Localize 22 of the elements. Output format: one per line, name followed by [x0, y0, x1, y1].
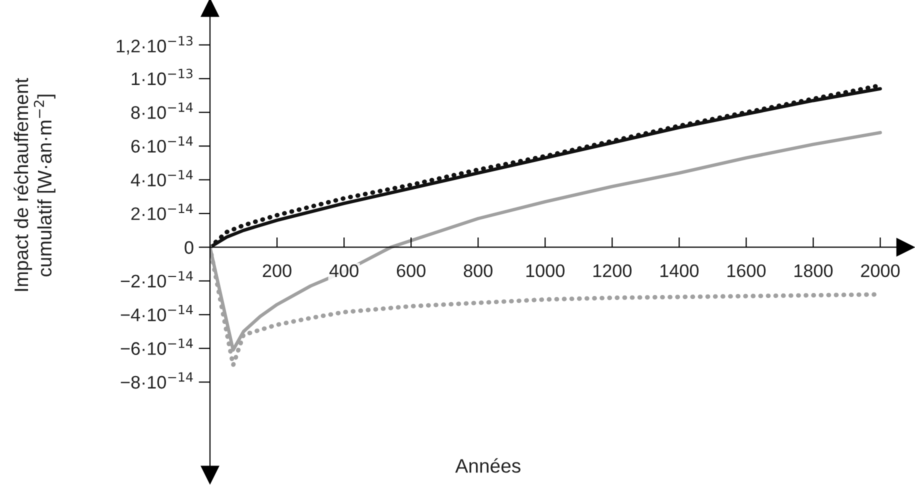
- y-tick-label: 4·10$^{−14}$: [130, 170, 193, 186]
- y-tick-label: 0: [184, 241, 194, 254]
- y-tick-label: 2·10$^{−14}$: [131, 204, 193, 220]
- x-axis-title: Années: [455, 458, 520, 473]
- y-tick-label: 1,2·10$^{−13}$: [116, 36, 193, 55]
- y-tick-label: 6·10$^{−14}$: [131, 136, 193, 153]
- y-tick-label: −2·10$^{−14}$: [120, 271, 193, 288]
- x-tick-label: 1000: [526, 264, 565, 278]
- y-tick-label: −4·10$^{−14}$: [120, 304, 193, 322]
- x-tick-label: 200: [262, 264, 292, 278]
- y-tick-label: 8·10$^{−14}$: [131, 102, 193, 119]
- x-tick-label: 1600: [728, 264, 766, 278]
- y-tick-label: −6·10$^{−14}$: [120, 338, 193, 355]
- x-tick-label: 1800: [794, 264, 833, 278]
- y-axis-title: Impact de réchauffement cumulatif [W·an·m$^{−2}$]: [14, 78, 56, 291]
- y-tick-label: 1·10$^{−13}$: [132, 68, 192, 86]
- y-tick-label: −8·10$^{−14}$: [120, 372, 193, 389]
- x-tick-label: 800: [464, 264, 492, 278]
- x-tick-label: 2000: [861, 264, 900, 278]
- x-tick-label: 1400: [660, 264, 699, 278]
- x-tick-label: 600: [396, 264, 426, 278]
- x-tick-label: 1200: [593, 264, 632, 278]
